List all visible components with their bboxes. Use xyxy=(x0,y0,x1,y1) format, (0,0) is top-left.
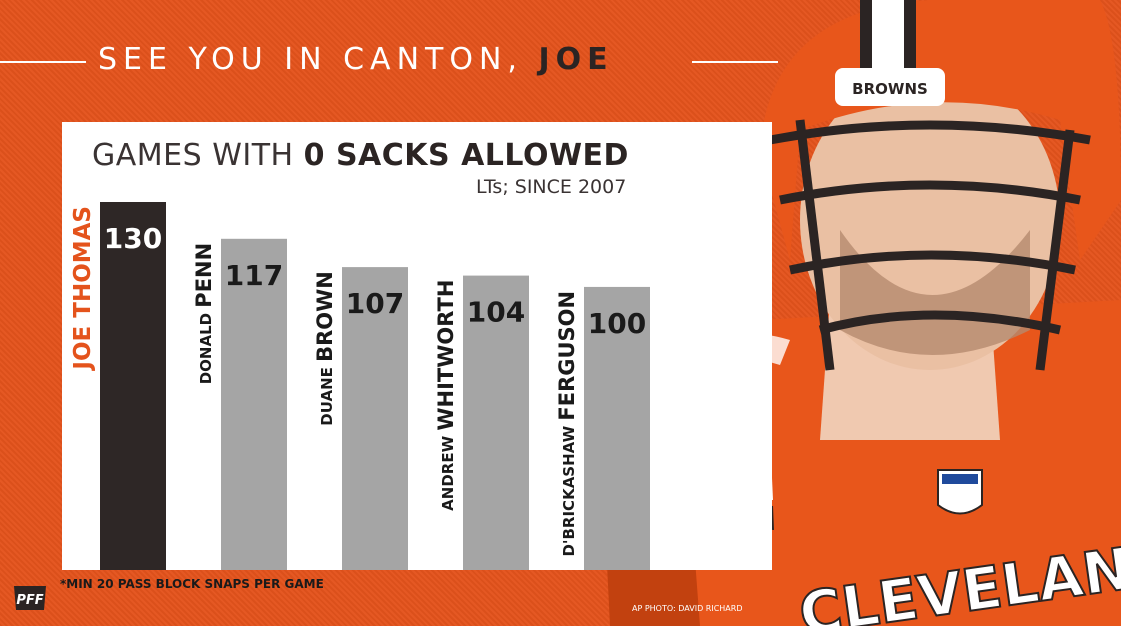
category-label-0: JOE THOMAS xyxy=(70,206,96,372)
category-last-3: WHITWORTH xyxy=(434,280,458,431)
bar-0 xyxy=(100,202,166,570)
pff-logo-text: PFF xyxy=(16,593,43,608)
category-last-1: PENN xyxy=(192,243,216,308)
category-label-2: DUANE BROWN xyxy=(313,271,337,426)
category-first-1: DONALD xyxy=(197,308,215,385)
title-rule-right xyxy=(692,61,778,63)
bar-value-3: 104 xyxy=(467,296,525,329)
bar-chart: 130 JOE THOMAS 117 DONALD PENN 107 DUANE BROW… xyxy=(70,202,650,571)
bar-value-4: 100 xyxy=(588,307,646,340)
category-label-1: DONALD PENN xyxy=(192,243,216,384)
chart-title: GAMES WITH 0 SACKS ALLOWED xyxy=(92,138,629,173)
bar-4 xyxy=(584,286,650,570)
chart-title-bold: 0 SACKS ALLOWED xyxy=(303,138,629,173)
bar-3 xyxy=(463,275,529,570)
bar-2 xyxy=(342,267,408,570)
photo-credit: AP PHOTO: DAVID RICHARD xyxy=(632,604,743,613)
chart-subtitle: LTs; SINCE 2007 xyxy=(476,176,627,198)
category-first-3: ANDREW xyxy=(439,431,457,511)
footnote: *MIN 20 PASS BLOCK SNAPS PER GAME xyxy=(60,577,324,591)
chart-title-prefix: GAMES WITH xyxy=(92,138,304,173)
category-label-3: ANDREW WHITWORTH xyxy=(434,280,458,511)
category-first-2: DUANE xyxy=(318,362,336,426)
page-title: SEE YOU IN CANTON, JOE xyxy=(0,42,780,82)
bar-value-1: 117 xyxy=(225,259,283,292)
category-first-4: D'BRICKASHAW xyxy=(560,421,578,557)
title-emphasis: JOE xyxy=(538,42,614,77)
category-last-4: FERGUSON xyxy=(555,291,579,421)
category-label-4: D'BRICKASHAW FERGUSON xyxy=(555,291,579,557)
title-rule-left xyxy=(0,61,86,63)
pff-logo: PFF xyxy=(14,586,46,610)
bar-value-0: 130 xyxy=(104,222,162,255)
helmet-logo-text: BROWNS xyxy=(852,80,928,98)
chart-panel xyxy=(62,122,772,570)
category-last-2: BROWN xyxy=(313,271,337,362)
bar-1 xyxy=(221,238,287,571)
bar-value-2: 107 xyxy=(346,287,404,320)
title-prefix: SEE YOU IN CANTON, xyxy=(98,42,539,77)
title-text: SEE YOU IN CANTON, JOE xyxy=(98,42,614,77)
